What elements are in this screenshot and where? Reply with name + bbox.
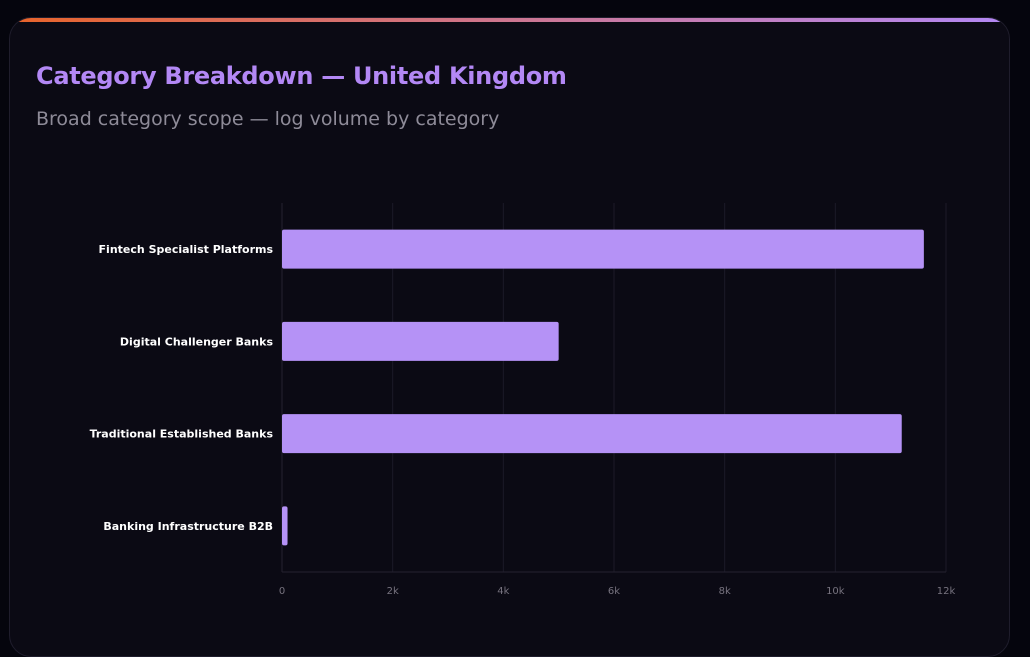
category-label: Digital Challenger Banks bbox=[120, 335, 274, 348]
bar bbox=[282, 229, 924, 269]
x-tick-label: 6k bbox=[608, 586, 620, 597]
category-label: Banking Infrastructure B2B bbox=[103, 520, 273, 533]
x-tick-label: 8k bbox=[719, 586, 731, 597]
bar bbox=[282, 414, 902, 454]
x-tick-label: 0 bbox=[279, 586, 285, 597]
bars bbox=[282, 229, 924, 546]
card-accent-bar bbox=[10, 18, 1009, 22]
x-axis-ticks: 0 2k 4k 6k 8k 10k 12k bbox=[279, 586, 956, 597]
category-label: Traditional Established Banks bbox=[90, 428, 274, 441]
x-tick-label: 4k bbox=[497, 586, 509, 597]
category-label: Fintech Specialist Platforms bbox=[99, 243, 274, 256]
category-labels: Fintech Specialist Platforms Digital Chal… bbox=[90, 243, 274, 533]
x-tick-label: 12k bbox=[937, 586, 956, 597]
x-tick-label: 10k bbox=[826, 586, 845, 597]
x-tick-label: 2k bbox=[387, 586, 399, 597]
bar-chart: Fintech Specialist Platforms Digital Chal… bbox=[90, 203, 956, 597]
bar bbox=[282, 506, 288, 546]
bar bbox=[282, 321, 559, 361]
chart-title: Category Breakdown — United Kingdom bbox=[36, 62, 567, 90]
chart-card: Category Breakdown — United Kingdom Broa… bbox=[9, 17, 1010, 657]
chart-subtitle: Broad category scope — log volume by cat… bbox=[36, 108, 500, 130]
